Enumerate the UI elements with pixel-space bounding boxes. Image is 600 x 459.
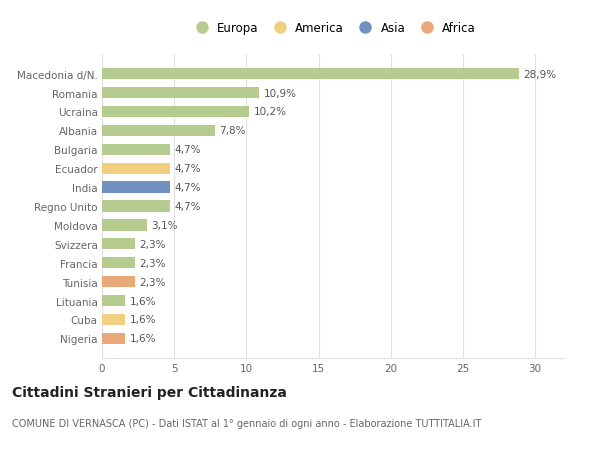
Bar [102,106,249,118]
Text: 1,6%: 1,6% [130,315,156,325]
Text: 28,9%: 28,9% [524,69,557,79]
Text: 4,7%: 4,7% [174,145,200,155]
Legend: Europa, America, Asia, Africa: Europa, America, Asia, Africa [190,22,476,34]
Text: Cittadini Stranieri per Cittadinanza: Cittadini Stranieri per Cittadinanza [12,386,287,399]
Text: 10,2%: 10,2% [254,107,287,117]
Text: 2,3%: 2,3% [140,258,166,268]
Bar [102,257,135,269]
Bar [102,125,215,137]
Text: 4,7%: 4,7% [174,164,200,174]
Bar [102,220,147,231]
Bar [102,333,125,344]
Text: 3,1%: 3,1% [151,220,178,230]
Bar [102,295,125,307]
Text: 2,3%: 2,3% [140,277,166,287]
Bar [102,239,135,250]
Bar [102,163,170,174]
Text: COMUNE DI VERNASCA (PC) - Dati ISTAT al 1° gennaio di ogni anno - Elaborazione T: COMUNE DI VERNASCA (PC) - Dati ISTAT al … [12,418,481,428]
Text: 7,8%: 7,8% [219,126,245,136]
Bar [102,314,125,325]
Bar [102,182,170,193]
Bar [102,144,170,156]
Text: 1,6%: 1,6% [130,334,156,344]
Bar [102,88,259,99]
Bar [102,201,170,212]
Text: 4,7%: 4,7% [174,202,200,212]
Bar [102,276,135,288]
Text: 1,6%: 1,6% [130,296,156,306]
Text: 2,3%: 2,3% [140,239,166,249]
Text: 10,9%: 10,9% [264,89,297,98]
Bar [102,69,519,80]
Text: 4,7%: 4,7% [174,183,200,193]
